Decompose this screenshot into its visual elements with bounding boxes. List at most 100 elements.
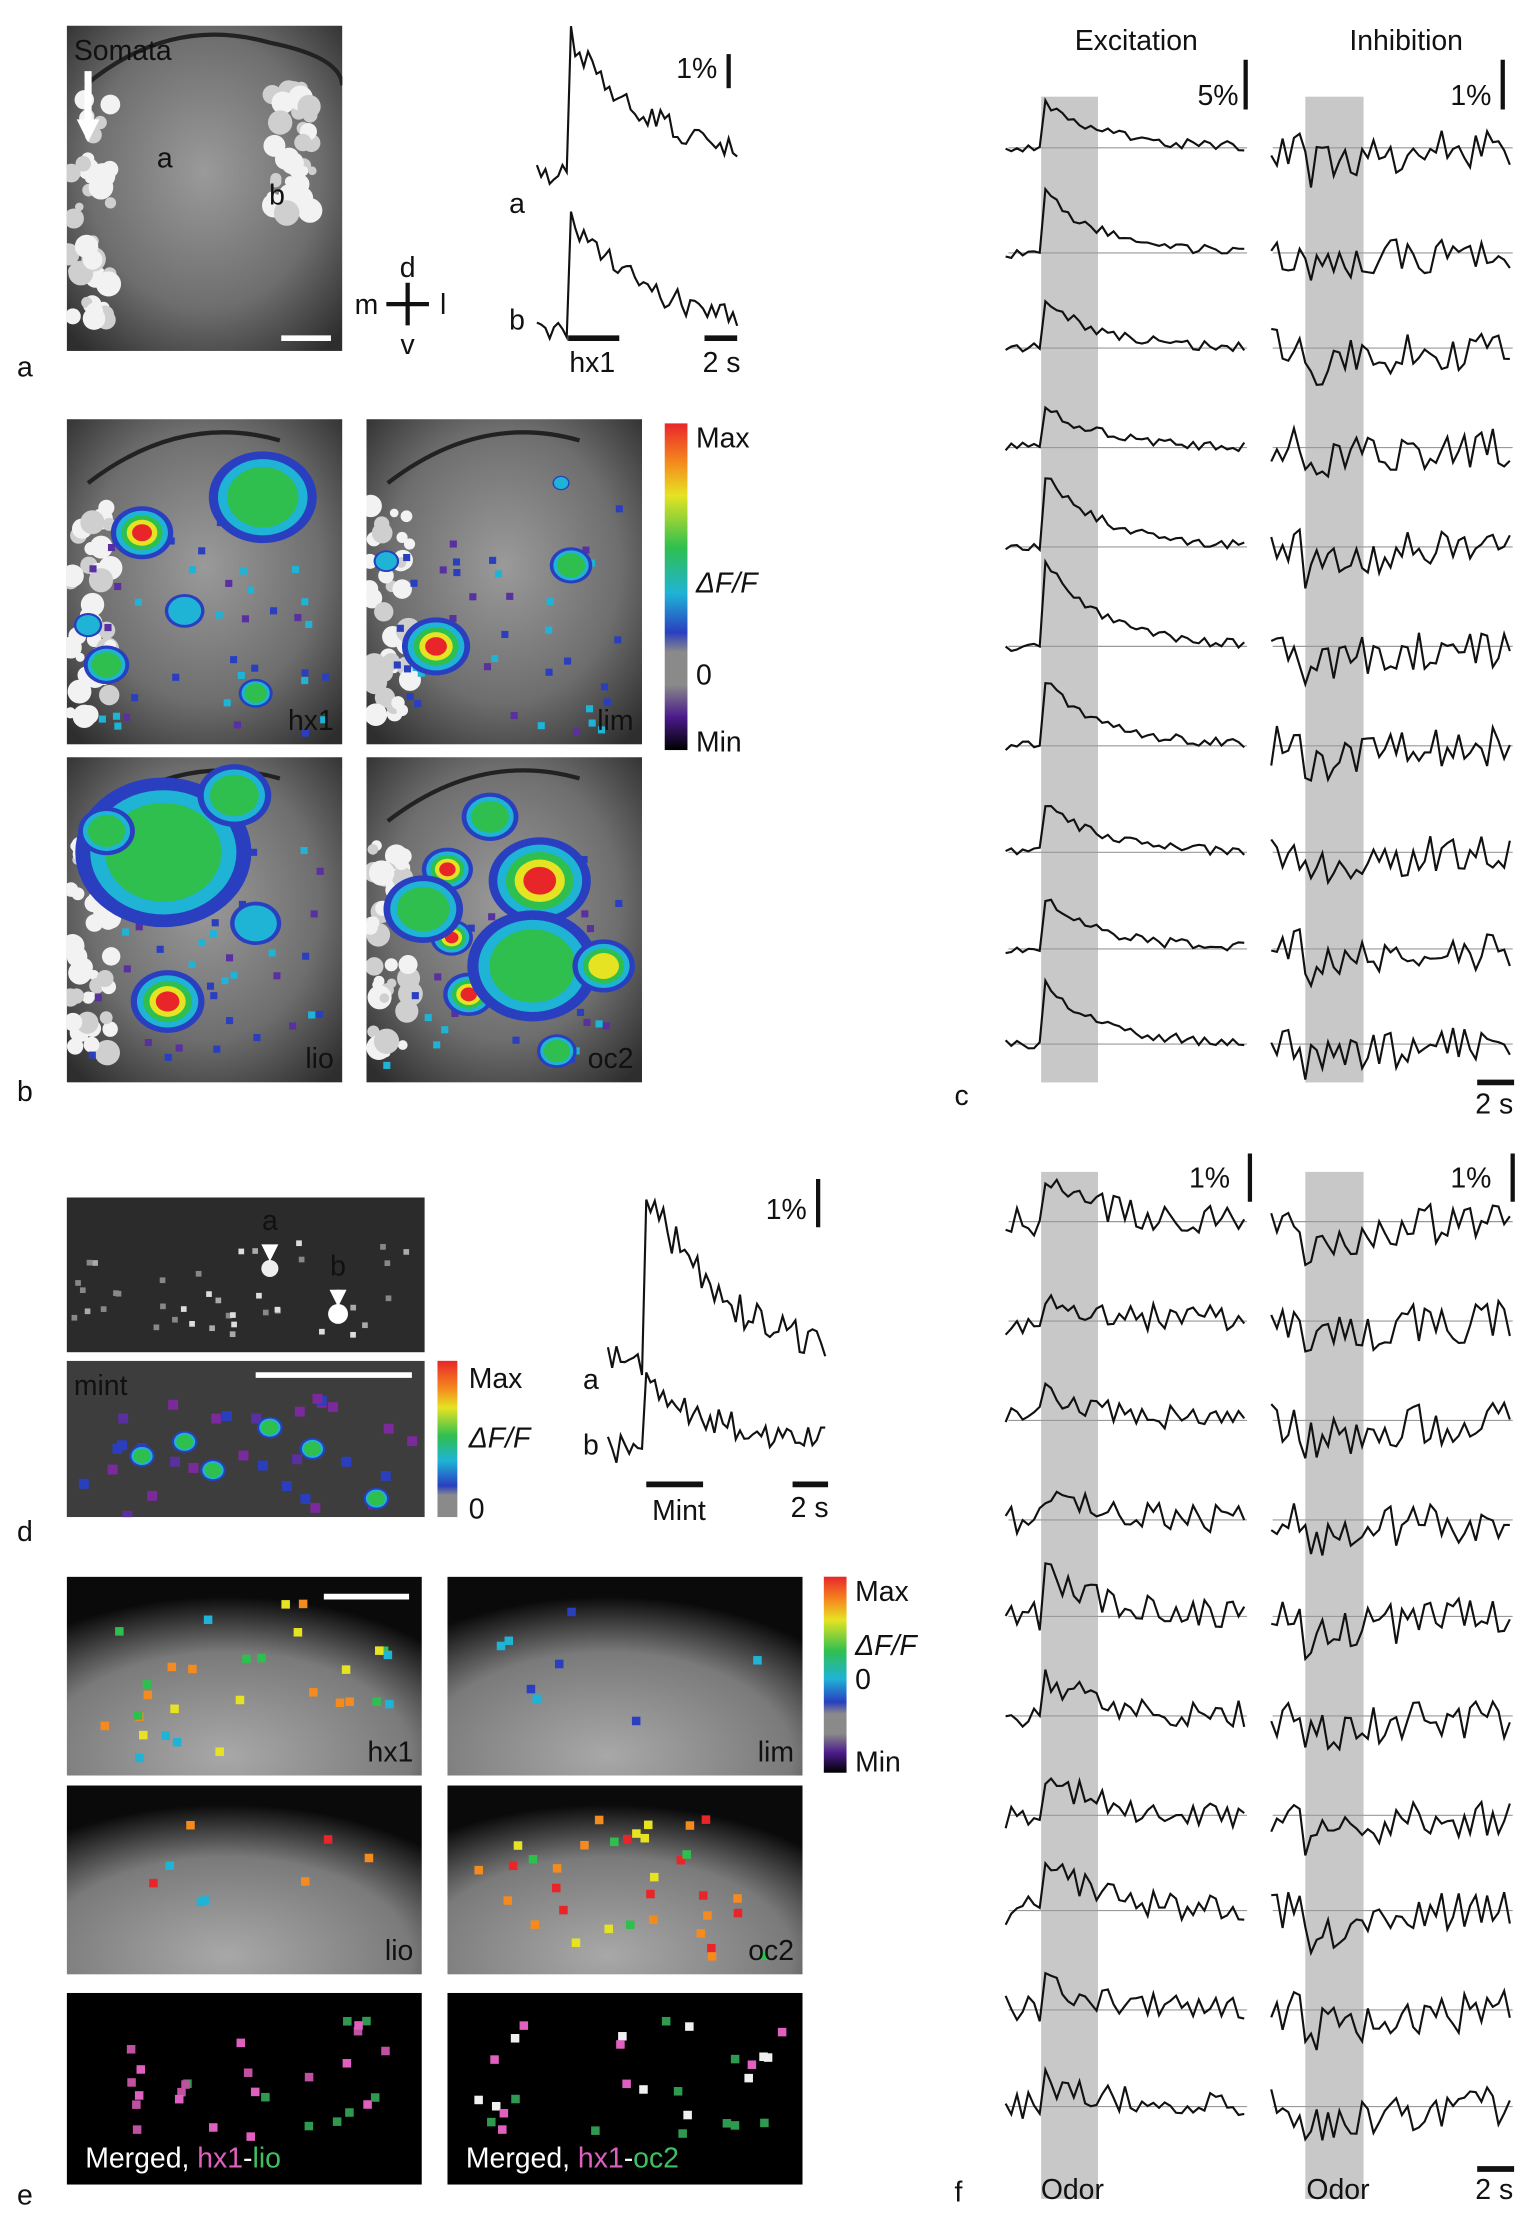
speck	[490, 2055, 499, 2064]
speck	[571, 1938, 581, 1947]
speck	[403, 665, 412, 673]
speck	[730, 2054, 740, 2064]
speck	[322, 673, 330, 681]
soma	[71, 887, 85, 901]
speck	[223, 699, 231, 707]
activity-blob	[425, 637, 447, 656]
speck	[564, 657, 572, 665]
soma	[396, 531, 408, 543]
image-bg	[66, 1576, 422, 1776]
speck	[545, 626, 553, 634]
compass: m	[355, 289, 379, 321]
speck	[370, 2093, 380, 2102]
speck	[604, 1924, 613, 1934]
stimulus-band	[1305, 96, 1364, 1083]
trace	[1005, 804, 1246, 857]
speck	[649, 1872, 659, 1882]
speck	[135, 1753, 144, 1763]
trace	[1004, 682, 1245, 751]
speck	[625, 1920, 635, 1930]
soma	[99, 1011, 113, 1025]
stimulus-label: Odor	[1306, 2174, 1369, 2206]
micrograph	[447, 1992, 803, 2185]
soma	[100, 94, 121, 115]
speck	[615, 505, 623, 513]
speck	[164, 1053, 172, 1061]
odor-label: oc2	[588, 1043, 634, 1075]
trace	[1270, 527, 1511, 589]
compass: v	[401, 329, 416, 361]
trace	[1270, 1502, 1510, 1556]
speck	[685, 2022, 694, 2031]
compass: d	[400, 252, 416, 284]
speck	[114, 722, 122, 730]
speck	[153, 1324, 160, 1331]
speck	[316, 867, 324, 875]
speck	[167, 1662, 177, 1672]
soma	[75, 156, 91, 172]
speck	[530, 1920, 540, 1929]
arrow-head	[76, 119, 100, 143]
speck	[71, 1314, 78, 1321]
speck	[136, 2065, 146, 2074]
soma	[398, 955, 418, 975]
speck	[122, 713, 131, 721]
speck	[701, 1815, 711, 1824]
speck	[453, 569, 461, 577]
soma	[273, 200, 300, 226]
cell-label: a	[157, 143, 173, 175]
speck	[661, 2016, 671, 2026]
activity-blob	[176, 1434, 194, 1449]
amplitude-scale: 1%	[1189, 1163, 1230, 1195]
soma	[367, 844, 379, 855]
speck	[410, 579, 418, 587]
speck	[623, 1834, 632, 1844]
speck	[489, 556, 497, 564]
soma	[267, 110, 293, 135]
label-part: -	[624, 2143, 633, 2175]
speck	[238, 900, 246, 908]
speck	[159, 1277, 166, 1284]
speck	[235, 1695, 245, 1705]
speck	[233, 721, 242, 729]
soma	[82, 991, 95, 1004]
speck	[261, 2092, 270, 2102]
trace	[1005, 186, 1245, 260]
activity-blob	[460, 987, 477, 1002]
speck	[300, 846, 308, 855]
speck	[188, 1664, 197, 1674]
speck	[504, 1636, 514, 1646]
speck	[247, 586, 255, 594]
speck	[107, 543, 116, 552]
trace-label: b	[509, 305, 525, 337]
speck	[123, 965, 131, 973]
cell	[261, 1259, 279, 1278]
odor-label: lim	[597, 705, 633, 737]
speck	[257, 1460, 268, 1471]
speck	[639, 2085, 648, 2094]
soma	[368, 860, 395, 886]
trace	[1005, 477, 1245, 553]
speck	[256, 1292, 262, 1299]
speck	[281, 1600, 290, 1609]
speck	[551, 1883, 561, 1893]
speck	[380, 1470, 391, 1481]
speck	[685, 1821, 695, 1830]
speck	[501, 630, 509, 638]
label-part: Merged,	[85, 2143, 197, 2175]
speck	[707, 1952, 717, 1961]
trace	[1004, 1490, 1246, 1537]
colorbar-label: ΔF/F	[854, 1630, 918, 1662]
speck	[552, 1864, 562, 1873]
speck	[308, 1011, 316, 1019]
odor-label: hx1	[288, 705, 334, 737]
label-part: oc2	[633, 2143, 679, 2175]
speck	[237, 671, 245, 680]
speck	[683, 2110, 692, 2120]
soma	[374, 516, 390, 532]
speck	[236, 2038, 246, 2048]
speck	[189, 1321, 195, 1327]
speck	[257, 1653, 266, 1663]
speck	[487, 2117, 496, 2127]
speck	[744, 2073, 753, 2083]
